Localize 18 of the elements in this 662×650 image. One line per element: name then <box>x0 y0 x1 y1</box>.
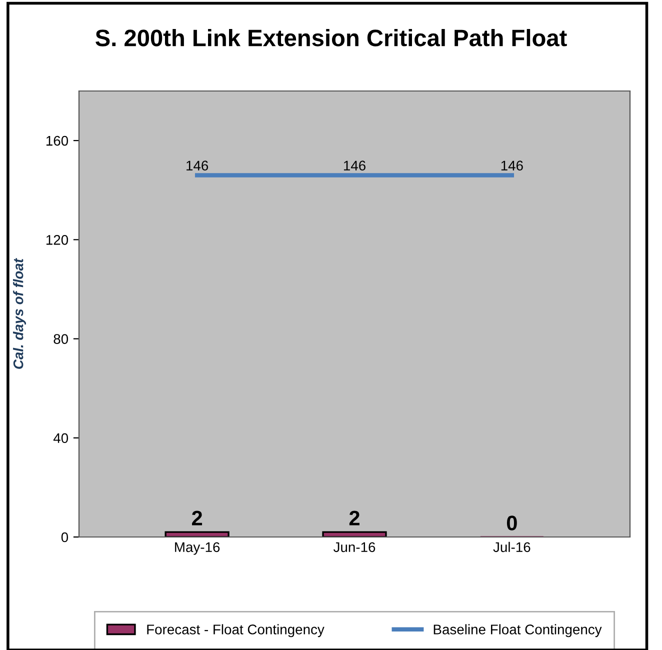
data-label: 0 <box>506 516 517 530</box>
y-axis-title: Cal. days of float <box>13 258 26 369</box>
legend-label: Baseline Float Contingency <box>434 624 602 638</box>
data-label: 2 <box>349 510 360 526</box>
x-tick-label: Jun-16 <box>333 542 376 552</box>
y-tick-label: 120 <box>46 235 68 245</box>
chart-title: S. 200th Link Extension Critical Path Float <box>96 28 567 46</box>
data-label: 2 <box>192 510 202 526</box>
y-tick-label: 160 <box>46 136 68 146</box>
x-tick-label: Jul-16 <box>493 542 530 552</box>
data-label: 146 <box>344 160 366 171</box>
x-tick-label: May-16 <box>175 542 220 555</box>
legend-label: Forecast - Float Contingency <box>147 624 324 638</box>
y-tick-label: 0 <box>61 532 68 542</box>
y-tick-label: 80 <box>54 334 68 344</box>
data-label: 146 <box>186 160 208 171</box>
y-tick-label: 40 <box>53 433 68 444</box>
data-label: 146 <box>501 160 523 171</box>
